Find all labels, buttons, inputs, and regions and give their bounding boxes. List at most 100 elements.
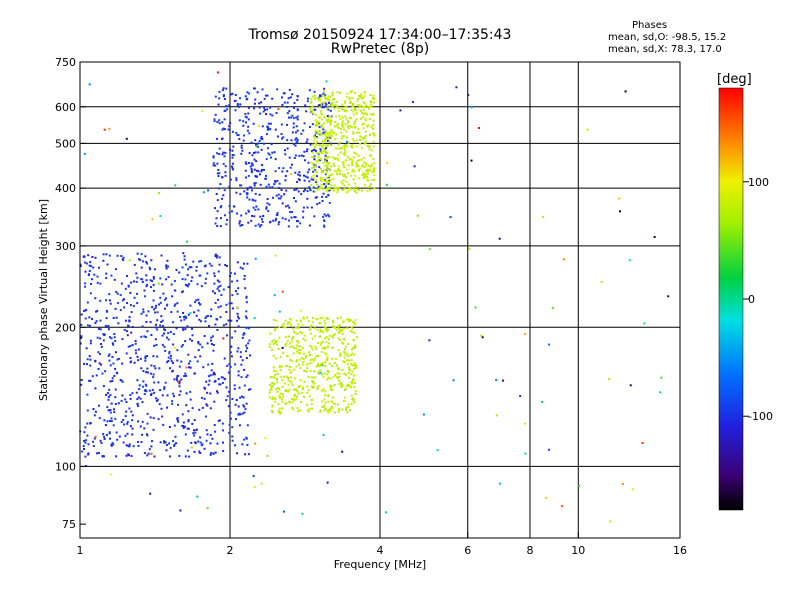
data-point — [286, 139, 289, 142]
data-points — [79, 71, 670, 523]
data-point — [653, 236, 656, 238]
data-point — [210, 308, 213, 311]
data-point — [277, 108, 280, 110]
data-point — [245, 350, 247, 353]
data-point — [89, 422, 92, 424]
data-point — [320, 341, 323, 344]
data-point — [323, 179, 326, 182]
data-point — [135, 272, 138, 275]
data-point — [340, 382, 343, 384]
data-point — [315, 179, 318, 182]
data-point — [302, 316, 305, 319]
data-point — [321, 347, 324, 350]
data-point — [115, 371, 118, 374]
data-point — [282, 322, 285, 325]
data-point — [297, 392, 300, 395]
data-point — [260, 148, 263, 151]
data-point — [258, 102, 261, 105]
data-point — [89, 292, 92, 295]
data-point — [96, 452, 98, 455]
data-point — [354, 109, 357, 112]
data-point — [195, 299, 198, 302]
data-point — [318, 130, 321, 132]
data-point — [200, 285, 203, 288]
data-point — [263, 106, 266, 109]
data-point — [278, 407, 281, 410]
data-point — [158, 192, 160, 195]
data-point — [334, 138, 337, 140]
data-point — [326, 168, 329, 171]
data-point — [144, 355, 147, 358]
data-point — [177, 420, 180, 423]
data-point — [285, 189, 288, 192]
data-point — [310, 403, 313, 406]
data-point — [321, 364, 324, 367]
data-point — [308, 168, 311, 171]
data-point — [313, 327, 316, 330]
data-point — [325, 165, 328, 168]
data-point — [323, 325, 326, 328]
data-point — [144, 389, 147, 391]
data-point — [305, 370, 308, 373]
data-point — [324, 133, 327, 136]
data-point — [143, 452, 146, 454]
data-point — [157, 418, 160, 421]
data-point — [283, 382, 286, 385]
data-point — [204, 282, 207, 285]
data-point — [108, 353, 111, 356]
x-tick-label: 10 — [571, 544, 585, 557]
data-point — [246, 187, 249, 190]
data-point — [227, 405, 230, 408]
data-point — [349, 319, 352, 322]
data-point — [350, 362, 353, 365]
data-point — [286, 322, 289, 325]
data-point — [151, 306, 154, 309]
data-point — [245, 296, 248, 299]
data-point — [246, 347, 249, 350]
data-point — [124, 319, 127, 322]
data-point — [353, 321, 356, 324]
data-point — [150, 364, 153, 367]
data-point — [314, 94, 316, 97]
data-point — [362, 177, 365, 180]
data-point — [320, 363, 323, 366]
data-point — [123, 423, 126, 426]
data-point — [280, 195, 283, 198]
data-point — [276, 373, 279, 375]
data-point — [273, 151, 276, 154]
data-point — [223, 155, 226, 158]
data-point — [350, 91, 352, 94]
data-point — [195, 269, 198, 272]
data-point — [343, 110, 346, 113]
data-point — [306, 138, 309, 141]
data-point — [323, 180, 326, 183]
data-point — [162, 325, 164, 327]
data-point — [176, 349, 179, 352]
data-point — [336, 172, 339, 175]
data-point — [226, 218, 229, 221]
data-point — [338, 379, 341, 382]
data-point — [338, 408, 340, 411]
data-point — [154, 306, 157, 309]
data-point — [217, 175, 220, 178]
data-point — [212, 344, 215, 346]
data-point — [281, 103, 284, 106]
data-point — [363, 175, 365, 178]
data-point — [111, 442, 114, 445]
data-point — [294, 144, 297, 147]
data-point — [365, 173, 368, 176]
data-point — [322, 162, 325, 165]
data-point — [339, 339, 341, 341]
data-point — [333, 326, 336, 329]
data-point — [245, 310, 248, 313]
data-point — [358, 167, 361, 170]
data-point — [266, 94, 269, 97]
data-point — [299, 367, 301, 369]
data-point — [313, 146, 316, 149]
data-point — [323, 225, 326, 228]
data-point — [416, 214, 419, 217]
data-point — [338, 407, 341, 410]
data-point — [326, 164, 329, 167]
data-point — [135, 352, 137, 355]
data-point — [130, 311, 133, 313]
